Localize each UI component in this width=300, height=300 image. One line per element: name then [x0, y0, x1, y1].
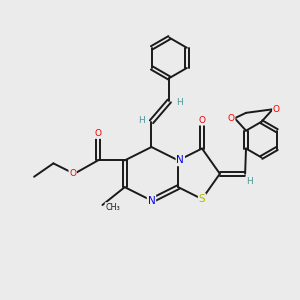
Text: H: H [138, 116, 145, 125]
Text: H: H [176, 98, 183, 107]
Text: O: O [199, 116, 206, 125]
Text: CH₃: CH₃ [105, 203, 120, 212]
Text: N: N [148, 196, 155, 206]
Text: S: S [199, 194, 205, 204]
Text: O: O [69, 169, 76, 178]
Text: O: O [273, 105, 280, 114]
Text: O: O [228, 114, 235, 123]
Text: N: N [176, 155, 184, 165]
Text: O: O [94, 129, 101, 138]
Text: H: H [246, 177, 253, 186]
